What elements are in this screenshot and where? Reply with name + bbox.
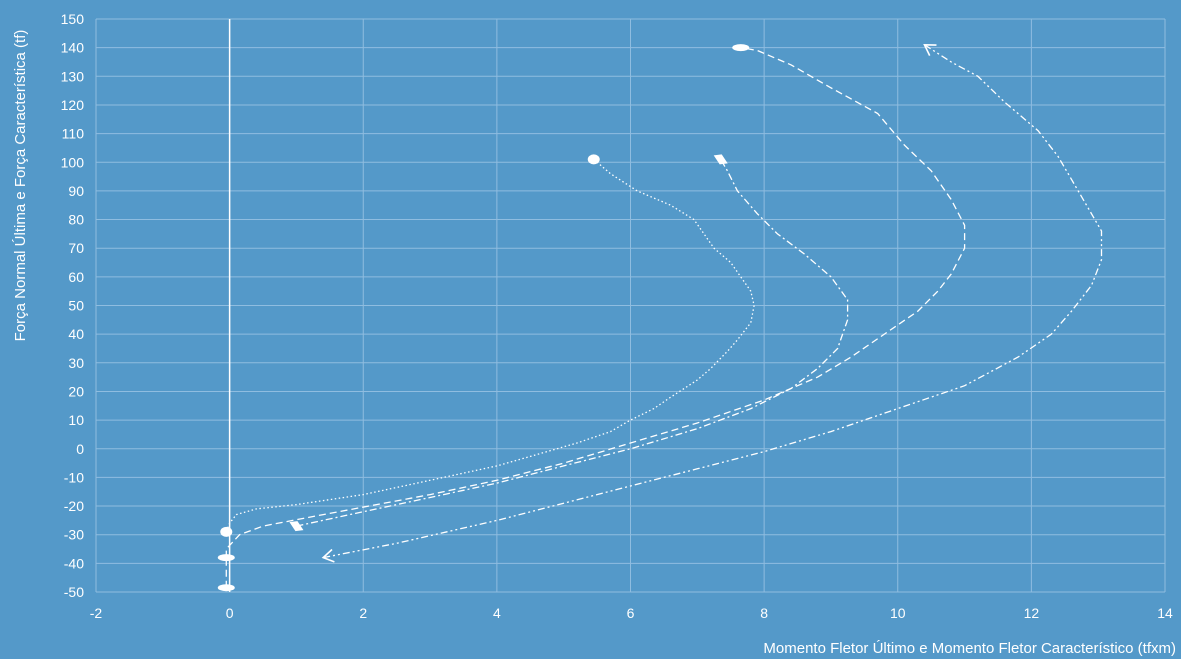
series-marker-start xyxy=(289,521,304,532)
series-marker-end xyxy=(732,44,750,52)
y-tick-label: 70 xyxy=(68,240,84,256)
series-group xyxy=(217,43,1103,592)
y-tick-label: 0 xyxy=(76,441,84,457)
y-axis-title: Força Normal Última e Força Característi… xyxy=(12,30,29,342)
y-tick-label: 60 xyxy=(68,269,84,285)
y-tick-label: 130 xyxy=(61,68,85,84)
y-tick-label: 80 xyxy=(68,212,84,228)
y-tick-label: 30 xyxy=(68,355,84,371)
series-marker-start xyxy=(220,526,233,537)
y-tick-label: 20 xyxy=(68,383,84,399)
y-tick-label: -50 xyxy=(64,584,84,600)
y-tick-label: 10 xyxy=(68,412,84,428)
x-tick-label: 8 xyxy=(760,605,768,621)
y-tick-label: 40 xyxy=(68,326,84,342)
x-tick-label: 14 xyxy=(1157,605,1173,621)
y-tick-label: 140 xyxy=(61,40,85,56)
x-tick-label: 10 xyxy=(890,605,906,621)
series-marker-start xyxy=(321,548,335,563)
y-tick-label: 150 xyxy=(61,11,85,27)
series-line-dash-dot xyxy=(296,159,849,527)
series-line-dashed xyxy=(225,46,966,558)
series-marker-end xyxy=(713,154,728,165)
y-tick-label: -20 xyxy=(64,498,84,514)
series-line-dotted xyxy=(225,158,755,533)
series-marker-end xyxy=(923,43,937,56)
y-tick-label: 110 xyxy=(62,126,85,142)
x-tick-label: -2 xyxy=(90,605,103,621)
y-tick-label: 90 xyxy=(68,183,84,199)
grid xyxy=(95,18,1166,593)
x-tick-label: 12 xyxy=(1024,605,1040,621)
y-tick-label: -10 xyxy=(64,469,84,485)
y-tick-label: 100 xyxy=(61,154,85,170)
y-tick-label: -40 xyxy=(64,555,84,571)
series-line-dash-dot-dot xyxy=(323,44,1103,559)
tick-labels: -50-40-30-20-100102030405060708090100110… xyxy=(61,11,1173,621)
y-tick-label: 50 xyxy=(68,298,84,314)
x-axis-title: Momento Fletor Último e Momento Fletor C… xyxy=(763,640,1176,657)
x-tick-label: 2 xyxy=(359,605,367,621)
series-marker-start xyxy=(217,554,235,562)
x-tick-label: 4 xyxy=(493,605,501,621)
x-tick-label: 0 xyxy=(226,605,234,621)
y-tick-label: -30 xyxy=(64,527,84,543)
x-tick-label: 6 xyxy=(627,605,635,621)
series-marker-end xyxy=(587,154,600,165)
y-tick-label: 120 xyxy=(61,97,85,113)
